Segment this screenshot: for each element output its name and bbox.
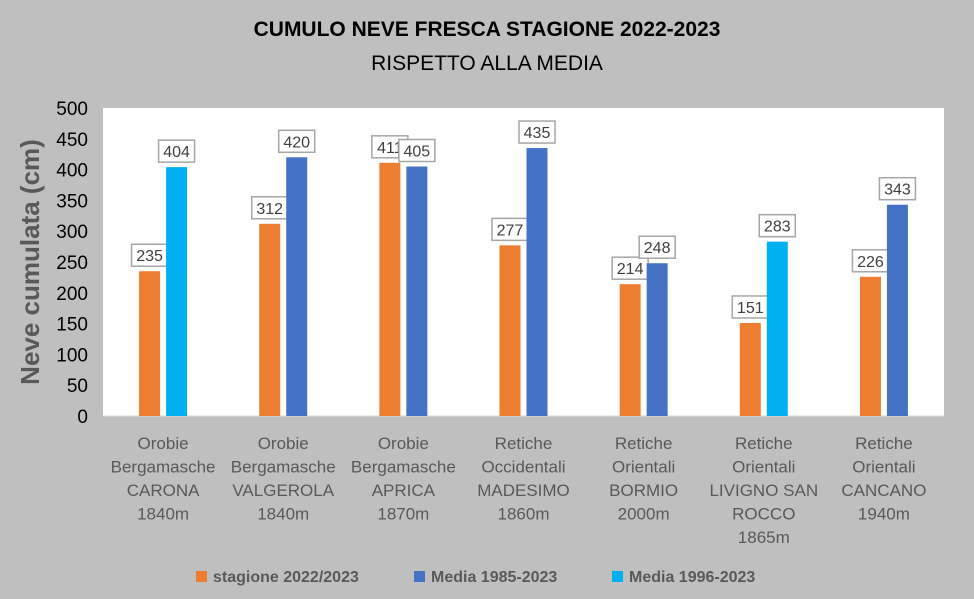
bar [859,276,881,416]
y-tick-label: 250 [56,253,88,274]
x-tick-label: Retiche [735,434,793,453]
data-label-box [638,235,676,259]
data-label: 405 [404,144,431,161]
plot-area [103,108,944,416]
bar [526,148,548,417]
data-label: 214 [617,261,644,278]
y-tick-label: 400 [56,161,88,182]
x-tick-label: BORMIO [609,481,678,500]
x-tick-label: 1865m [738,528,790,547]
bar [886,204,908,416]
x-tick-label: 1940m [858,505,910,524]
y-tick-label: 300 [56,222,88,243]
data-label: 226 [857,254,884,271]
chart-title: CUMULO NEVE FRESCA STAGIONE 2022-2023 [253,18,721,41]
y-axis-label: Neve cumulata (cm) [15,139,45,385]
y-tick-label: 450 [56,130,88,151]
x-tick-label: Orientali [612,458,675,477]
y-tick-label: 0 [77,407,88,428]
bar [766,241,788,416]
data-label: 248 [644,240,671,257]
bar [379,162,401,416]
data-label: 277 [497,222,524,239]
bar [259,223,281,416]
chart-subtitle: RISPETTO ALLA MEDIA [371,52,603,75]
x-tick-label: Occidentali [481,458,565,477]
data-label: 343 [884,182,911,199]
x-tick-label: Orientali [852,458,915,477]
data-label-box [398,138,436,163]
data-label: 235 [136,248,163,265]
legend-label: Media 1996-2023 [629,569,755,586]
y-tick-label: 50 [67,376,88,397]
x-tick-label: Bergamasche [231,458,336,477]
data-label: 151 [737,300,764,317]
x-tick-label: Retiche [855,434,913,453]
x-tick-label: APRICA [372,481,436,500]
data-label: 404 [163,144,190,161]
bar [646,263,668,416]
x-tick-label: MADESIMO [477,481,570,500]
bar [139,271,161,416]
x-tick-label: Retiche [615,434,673,453]
data-label: 283 [764,219,791,236]
bar [286,157,308,416]
x-tick-label: Orobie [138,434,189,453]
x-tick-label: CARONA [127,481,200,500]
y-tick-label: 500 [56,99,88,120]
x-tick-label: Retiche [495,434,553,453]
data-label-box [878,176,917,201]
bar [619,284,641,416]
x-tick-label: Bergamasche [111,458,216,477]
x-tick-label: Orientali [732,458,795,477]
legend-swatch [196,571,207,582]
data-label: 420 [283,134,310,151]
x-tick-label: Orobie [258,434,309,453]
data-label-box [758,213,797,238]
bar [406,166,428,416]
x-tick-label: 1870m [377,505,429,524]
x-tick-label: Bergamasche [351,458,456,477]
data-label: 435 [524,125,551,142]
data-label-box [157,139,196,163]
legend-swatch [414,571,425,582]
y-tick-label: 200 [56,284,88,305]
legend-label: stagione 2022/2023 [213,569,359,586]
x-tick-label: 1860m [498,505,550,524]
data-label-box [518,120,556,144]
x-tick-label: 1840m [137,505,189,524]
x-tick-label: 1840m [257,505,309,524]
y-tick-label: 350 [56,191,88,212]
x-tick-label: 2000m [618,505,670,524]
bar [499,245,521,416]
x-tick-label: ROCCO [732,505,795,524]
y-tick-label: 100 [56,345,88,366]
x-tick-label: CANCANO [841,481,926,500]
x-tick-label: LIVIGNO SAN [709,481,818,500]
legend-swatch [612,571,623,582]
x-tick-label: Orobie [378,434,429,453]
legend-label: Media 1985-2023 [431,569,557,586]
y-tick-label: 150 [56,315,88,336]
bar [739,322,761,416]
bar [166,167,188,416]
x-tick-label: VALGEROLA [232,481,334,500]
data-label: 411 [377,140,403,157]
data-label: 312 [256,201,283,218]
data-label-box [277,129,316,154]
